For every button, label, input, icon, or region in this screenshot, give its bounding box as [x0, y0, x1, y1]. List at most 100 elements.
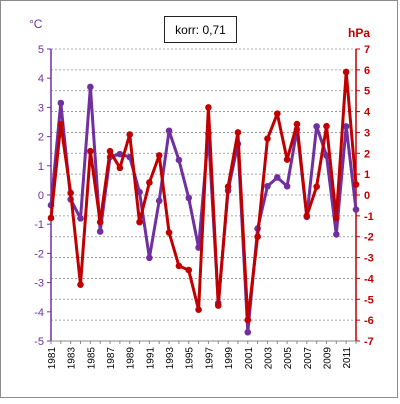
pressure-data-point	[57, 120, 65, 128]
temperature-data-point	[175, 156, 183, 164]
right-tick-label: -1	[364, 211, 374, 223]
x-tick-label: 1985	[86, 347, 97, 370]
pressure-data-point	[67, 189, 74, 197]
pressure-data-point	[244, 316, 252, 324]
x-tick-label: 1991	[145, 347, 156, 370]
correlation-annotation: korr: 0,71	[164, 16, 237, 43]
temperature-data-point	[264, 182, 271, 190]
right-tick-label: 0	[364, 190, 370, 202]
left-tick-label: 0	[38, 190, 44, 202]
pressure-data-point	[333, 214, 340, 222]
temperature-data-point	[77, 215, 84, 222]
right-tick-label: -6	[364, 315, 374, 327]
temperature-data-point	[87, 83, 94, 91]
right-tick-label: 1	[364, 169, 370, 181]
pressure-data-point	[165, 229, 173, 236]
x-tick-label: 2003	[263, 347, 274, 370]
x-tick-label: 1987	[106, 347, 117, 370]
x-tick-label: 2011	[342, 347, 353, 369]
x-tick-label: 2001	[244, 347, 255, 370]
temperature-data-point	[244, 328, 252, 336]
left-tick-label: 5	[38, 44, 44, 56]
left-tick-label: -5	[34, 336, 44, 348]
left-tick-label: -4	[34, 307, 44, 319]
pressure-data-point	[77, 281, 84, 288]
temperature-data-point	[333, 231, 340, 238]
pressure-data-point	[87, 147, 94, 155]
left-axis-unit-label: °C	[29, 17, 43, 31]
pressure-data-point	[224, 183, 232, 190]
right-tick-label: -5	[364, 294, 374, 306]
x-tick-label: 1999	[224, 347, 235, 370]
pressure-data-point	[254, 233, 261, 241]
right-tick-label: 4	[364, 107, 371, 119]
pressure-data-point	[106, 147, 114, 155]
x-tick-label: 1981	[47, 347, 58, 370]
pressure-data-point	[214, 302, 222, 309]
right-tick-label: -2	[364, 232, 374, 244]
pressure-data-point	[195, 306, 202, 314]
pressure-data-point	[146, 179, 153, 186]
x-tick-label: 2007	[303, 347, 314, 370]
temperature-data-point	[136, 188, 143, 196]
x-tick-label: 1989	[126, 347, 137, 370]
series	[47, 68, 360, 336]
pressure-data-point	[323, 122, 330, 130]
left-tick-label: -1	[34, 219, 44, 231]
right-tick-label: 5	[364, 86, 370, 98]
x-tick-label: 1997	[204, 347, 215, 370]
left-tick-label: 4	[38, 73, 44, 85]
left-tick-label: 3	[38, 102, 44, 114]
left-tick-label: 2	[38, 132, 44, 144]
temperature-data-point	[313, 123, 320, 130]
right-tick-label: -3	[364, 253, 374, 265]
pressure-data-point	[264, 135, 271, 142]
pressure-data-point	[136, 218, 143, 226]
x-tick-label: 2009	[322, 347, 333, 370]
pressure-data-point	[342, 68, 350, 76]
temperature-data-point	[155, 197, 163, 205]
right-tick-label: 6	[364, 65, 370, 77]
left-tick-label: -2	[34, 248, 44, 260]
x-tick-label: 1983	[67, 347, 78, 370]
temperature-data-point	[352, 206, 360, 213]
pressure-data-point	[155, 152, 163, 159]
pressure-data-point	[313, 183, 320, 190]
right-tick-label: 3	[364, 127, 370, 139]
pressure-data-point	[234, 129, 242, 136]
pressure-data-point	[205, 104, 212, 111]
temperature-data-point	[273, 174, 281, 181]
pressure-data-point	[185, 266, 193, 274]
right-axis-unit-label: hPa	[348, 26, 371, 40]
pressure-data-point	[47, 214, 55, 222]
temperature-data-point	[57, 99, 65, 107]
temperature-data-point	[165, 127, 173, 135]
temperature-data-point	[116, 150, 124, 158]
pressure-data-point	[283, 156, 291, 163]
pressure-series-line	[49, 70, 358, 322]
x-tick-label: 1995	[185, 347, 196, 370]
pressure-data-point	[273, 110, 281, 117]
right-tick-label: 7	[364, 44, 370, 56]
right-tick-label: 2	[364, 148, 370, 160]
temperature-data-point	[342, 123, 350, 130]
temperature-data-point	[283, 182, 291, 190]
x-tick-label: 2005	[283, 347, 294, 370]
right-tick-label: -7	[364, 336, 374, 348]
right-tick-label: -4	[364, 273, 375, 285]
left-tick-label: -3	[34, 278, 44, 290]
pressure-data-point	[293, 120, 301, 128]
temperature-data-point	[185, 194, 193, 202]
x-tick-label: 1993	[165, 347, 176, 370]
pressure-data-point	[126, 131, 134, 138]
pressure-data-point	[96, 218, 104, 226]
pressure-data-point	[352, 181, 360, 188]
pressure-data-point	[303, 212, 311, 220]
left-tick-label: 1	[38, 161, 44, 173]
pressure-data-point	[116, 164, 124, 172]
temperature-data-point	[146, 254, 153, 262]
temperature-data-point	[96, 228, 104, 235]
pressure-data-point	[175, 262, 183, 270]
